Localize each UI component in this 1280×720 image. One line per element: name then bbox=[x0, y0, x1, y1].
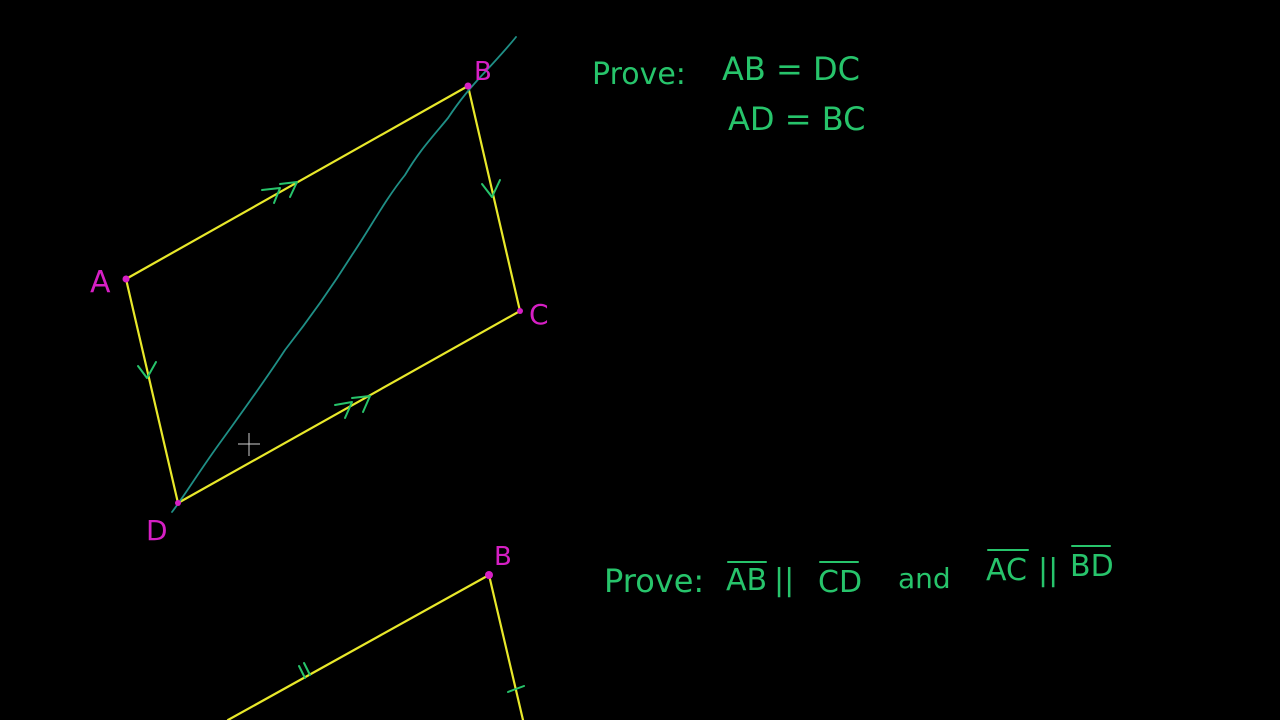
label-a: A bbox=[90, 265, 111, 300]
prove-label-2: Prove: bbox=[604, 562, 704, 600]
edge-ad bbox=[124, 277, 180, 505]
parallel-mark-ab-2 bbox=[279, 181, 298, 198]
segment-ab: AB bbox=[726, 563, 767, 598]
vertex-b bbox=[464, 82, 472, 90]
vertex-c bbox=[517, 308, 523, 314]
parallel-symbol-1: || bbox=[774, 563, 794, 598]
prove-label-1: Prove: bbox=[592, 57, 686, 92]
congruence-mark-ab-2b bbox=[303, 662, 311, 676]
label-b: B bbox=[474, 57, 492, 87]
parallelogram-figure-1: A B C D bbox=[90, 36, 549, 547]
segment-bd: BD bbox=[1070, 549, 1114, 584]
label-c: C bbox=[529, 298, 549, 331]
parallel-mark-dc-2 bbox=[351, 395, 371, 413]
edge-bc bbox=[466, 84, 522, 313]
prove-statement-1: Prove: AB = DC AD = BC bbox=[592, 50, 865, 138]
edge-ab-2 bbox=[226, 573, 491, 720]
diagonal-db bbox=[171, 36, 517, 513]
parallel-mark-dc-1 bbox=[334, 401, 353, 419]
segment-ac: AC bbox=[986, 553, 1027, 588]
crosshair-cursor-icon bbox=[238, 433, 260, 456]
conjunction-and: and bbox=[898, 562, 951, 595]
edge-bc-2 bbox=[487, 573, 525, 720]
parallelogram-figure-2: B bbox=[226, 542, 525, 720]
parallel-mark-ad bbox=[137, 361, 157, 379]
vertex-a bbox=[122, 275, 130, 283]
parallel-mark-ab-1 bbox=[261, 187, 281, 204]
prove-line-1: AB = DC bbox=[722, 50, 860, 88]
prove-line-2: AD = BC bbox=[728, 100, 865, 138]
parallel-mark-bc bbox=[481, 179, 501, 198]
congruence-mark-bc-2 bbox=[507, 685, 525, 693]
segment-cd: CD bbox=[818, 565, 862, 600]
label-d: D bbox=[146, 514, 168, 547]
parallel-symbol-2: || bbox=[1038, 553, 1058, 588]
vertex-d bbox=[175, 500, 181, 506]
label-b-2: B bbox=[494, 542, 512, 572]
prove-statement-2: Prove: AB || CD and AC || BD bbox=[604, 545, 1114, 600]
vertex-b-2 bbox=[485, 571, 493, 579]
congruence-mark-ab-2a bbox=[298, 665, 306, 679]
